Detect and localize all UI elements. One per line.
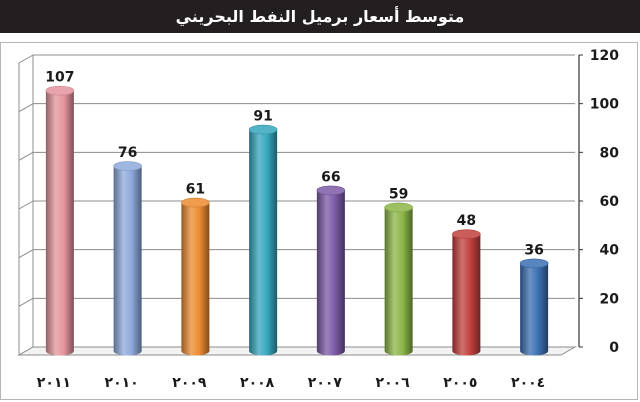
bar-٢٠٠٦ xyxy=(384,202,413,356)
bar-٢٠٠٧ xyxy=(316,185,346,356)
bar-٢٠١١ xyxy=(45,85,75,356)
chart-title: متوسط أسعار برميل النفط البحريني xyxy=(0,0,640,33)
data-labels: 107 76 61 91 66 59 48 36 xyxy=(45,70,544,259)
chart-floor xyxy=(17,346,577,356)
x-tick-label: ٢٠٠٩ xyxy=(172,375,207,391)
bar-top xyxy=(113,161,142,171)
gridline-side xyxy=(18,249,34,259)
y-tick-label: 100 xyxy=(590,97,619,113)
x-tick-label: ٢٠١١ xyxy=(37,375,71,391)
x-tick-label: ٢٠٠٨ xyxy=(240,375,275,391)
x-axis-ticks: ٢٠١١ ٢٠١٠ ٢٠٠٩ ٢٠٠٨ ٢٠٠٧ ٢٠٠٦ ٢٠٠٥ ٢٠٠٤ xyxy=(37,375,545,391)
bar-body xyxy=(181,202,210,356)
gridline-side xyxy=(18,297,34,307)
bar-top xyxy=(45,85,75,96)
bar-top xyxy=(452,229,481,239)
gridline-side xyxy=(18,54,34,64)
bar-top xyxy=(248,124,278,135)
data-label: 48 xyxy=(457,213,476,229)
gridline-side xyxy=(18,200,34,210)
y-tick-label: 80 xyxy=(600,145,620,161)
bar-body xyxy=(316,190,345,356)
axes xyxy=(17,55,580,356)
bar-٢٠٠٩ xyxy=(181,197,210,356)
y-tick-label: 0 xyxy=(609,340,619,356)
x-tick-label: ٢٠٠٦ xyxy=(376,375,411,391)
bar-body xyxy=(113,166,142,356)
bar-top xyxy=(316,185,346,196)
data-label: 36 xyxy=(524,242,543,258)
x-tick-label: ٢٠٠٥ xyxy=(443,375,477,391)
data-label: 91 xyxy=(253,109,272,125)
data-label: 66 xyxy=(321,169,340,185)
bar-top xyxy=(384,202,413,213)
bar-body xyxy=(520,263,549,356)
x-tick-label: ٢٠٠٧ xyxy=(308,375,343,391)
y-tick-label: 60 xyxy=(600,194,620,210)
y-axis-ticks: 0 20 40 60 80 100 120 xyxy=(579,48,619,356)
bar-top xyxy=(181,197,210,208)
bar-٢٠٠٥ xyxy=(452,229,481,356)
bar-٢٠١٠ xyxy=(113,161,142,356)
gridlines xyxy=(18,54,575,356)
gridline-side xyxy=(18,103,34,113)
bar-body xyxy=(45,90,74,356)
x-tick-label: ٢٠١٠ xyxy=(105,375,139,391)
bar-body xyxy=(384,207,413,356)
bar-body xyxy=(249,129,278,356)
bar-٢٠٠٤ xyxy=(519,258,549,356)
y-tick-label: 120 xyxy=(590,48,619,64)
data-label: 61 xyxy=(186,182,205,198)
bar-٢٠٠٨ xyxy=(248,124,278,356)
y-tick-label: 40 xyxy=(600,243,620,259)
y-tick-label: 20 xyxy=(600,291,620,307)
chart-frame: 107 76 61 91 66 59 48 36 0 20 40 60 80 100 120 ٢٠١١ ٢٠… xyxy=(0,42,638,400)
data-label: 76 xyxy=(118,145,137,161)
data-label: 59 xyxy=(389,186,408,202)
x-tick-label: ٢٠٠٤ xyxy=(511,375,545,391)
bars xyxy=(45,85,549,356)
data-label: 107 xyxy=(45,70,74,86)
bar-top xyxy=(519,258,549,269)
bar-body xyxy=(452,234,481,356)
gridline-side xyxy=(18,151,34,161)
